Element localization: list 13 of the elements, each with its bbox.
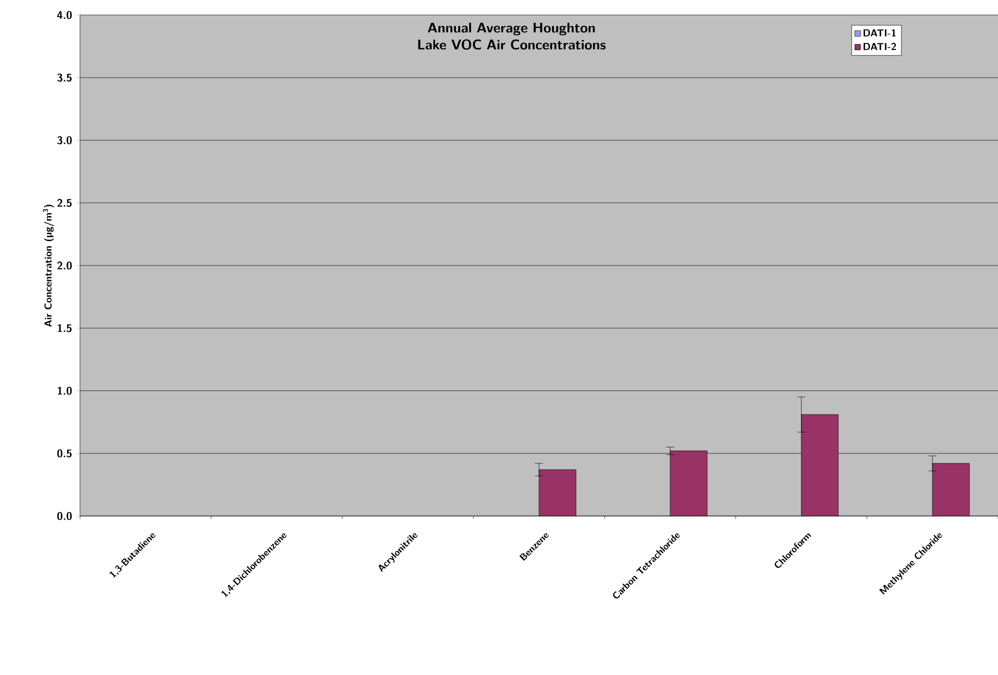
y-tick-label: 4.0 bbox=[57, 10, 72, 20]
y-tick-label: 0.5 bbox=[57, 449, 72, 458]
y-tick-label: 0.0 bbox=[57, 512, 72, 520]
y-axis-title: Air Concentration (µg/m$^{3}$) bbox=[42, 204, 54, 327]
y-tick-label: 2.5 bbox=[57, 198, 72, 207]
y-tick-label: 3.0 bbox=[57, 136, 72, 144]
legend-label: DATI-2 bbox=[864, 42, 896, 50]
y-tick-label: 2.0 bbox=[57, 261, 72, 270]
y-tick-label: 3.5 bbox=[57, 74, 72, 82]
legend-label: DATI-1 bbox=[864, 29, 896, 36]
text: Annual Average Houghton Lake VOC Air Concentrations bbox=[418, 22, 606, 50]
y-tick-label: 1.0 bbox=[58, 386, 72, 395]
y-tick-label: 1.5 bbox=[58, 324, 72, 332]
